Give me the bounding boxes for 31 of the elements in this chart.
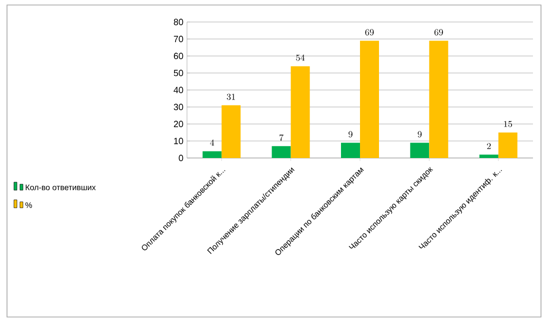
y-tick-label: 30 xyxy=(174,104,184,110)
bar xyxy=(290,66,310,158)
y-tick-label: 60 xyxy=(174,52,184,60)
y-tick-label: 10 xyxy=(174,138,184,144)
data-label: 69 xyxy=(434,29,443,36)
y-tick-label: 50 xyxy=(174,70,184,76)
bar xyxy=(479,154,498,158)
data-label: 9 xyxy=(348,131,352,138)
bar xyxy=(360,40,379,158)
data-label: 9 xyxy=(418,131,422,138)
data-label: 54 xyxy=(296,54,305,61)
legend-label: Кол-во ответивших xyxy=(26,184,96,190)
bar xyxy=(410,142,430,158)
data-label: 31 xyxy=(226,94,235,100)
bar xyxy=(498,132,518,158)
bar xyxy=(340,142,360,158)
data-label: 7 xyxy=(280,134,284,141)
bar xyxy=(429,40,448,158)
y-tick-label: 80 xyxy=(174,18,184,26)
bar xyxy=(272,146,291,158)
y-tick-label: 0 xyxy=(178,154,184,162)
data-label: 15 xyxy=(504,120,512,128)
bar xyxy=(222,105,241,158)
y-tick-label: 70 xyxy=(174,36,184,42)
y-tick-label: 40 xyxy=(174,86,184,94)
y-tick-label: 20 xyxy=(174,120,184,128)
bar xyxy=(202,151,222,158)
data-label: 69 xyxy=(365,29,374,36)
data-label: 4 xyxy=(210,140,214,146)
legend-label: % xyxy=(25,202,32,208)
data-label: 2 xyxy=(487,143,491,150)
